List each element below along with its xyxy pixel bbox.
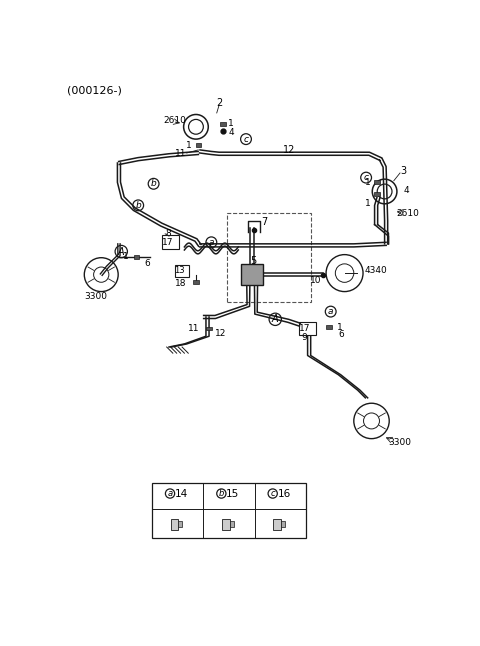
Text: 1: 1 [228,120,234,128]
Bar [152,483,306,538]
Text: 1: 1 [186,141,192,150]
Bar [193,280,199,284]
Text: b: b [219,489,224,498]
Bar [230,521,234,526]
Bar [227,213,312,302]
Text: 6: 6 [338,330,344,339]
Bar [326,325,332,329]
Bar [179,521,182,526]
Text: 12: 12 [283,145,295,155]
Text: 14: 14 [175,488,188,499]
Text: 12: 12 [215,329,227,339]
Text: 4340: 4340 [365,266,387,275]
Text: (000126-): (000126-) [67,86,122,96]
Bar [206,327,212,331]
Text: 7: 7 [262,217,268,227]
Bar [220,122,226,125]
Text: 1: 1 [337,322,343,331]
Text: 8: 8 [165,229,171,238]
Text: c: c [243,134,249,143]
Text: 1: 1 [365,178,371,187]
Text: 5: 5 [251,256,257,266]
Bar [195,143,201,147]
Bar [175,265,189,276]
Text: 10: 10 [310,276,322,286]
Text: c: c [270,489,275,498]
Text: 3300: 3300 [84,292,108,300]
Bar [241,264,263,286]
Text: a: a [209,238,214,247]
Text: 11: 11 [175,149,187,158]
Text: 17: 17 [299,324,310,333]
Bar [299,322,316,335]
Text: 11: 11 [188,324,200,333]
Bar [274,519,281,530]
Text: 2: 2 [216,98,222,108]
Text: 3300: 3300 [388,438,411,447]
Text: a: a [328,307,334,316]
Text: c: c [364,173,369,182]
Text: A: A [118,247,125,256]
Text: 17: 17 [162,238,173,247]
Text: a: a [168,489,173,498]
Text: 13: 13 [174,266,184,275]
Bar [222,519,230,530]
Text: b: b [151,180,156,188]
Text: 4: 4 [403,186,408,195]
Text: 15: 15 [226,488,240,499]
Text: 1: 1 [123,253,129,262]
Text: b: b [135,201,141,210]
Text: 4: 4 [229,129,235,138]
Text: 9: 9 [301,333,307,342]
Bar [374,192,380,196]
Text: A: A [272,315,278,324]
Text: 18: 18 [175,278,187,287]
Bar [281,521,285,526]
Text: 3: 3 [400,167,406,176]
Bar [134,255,139,259]
Text: 2610: 2610 [164,116,187,125]
Text: 2610: 2610 [396,209,419,218]
Text: 6: 6 [144,258,150,267]
Bar [374,180,380,184]
Bar [171,519,179,530]
Text: 16: 16 [277,488,291,499]
Text: 1: 1 [365,198,371,207]
Bar [162,235,179,249]
